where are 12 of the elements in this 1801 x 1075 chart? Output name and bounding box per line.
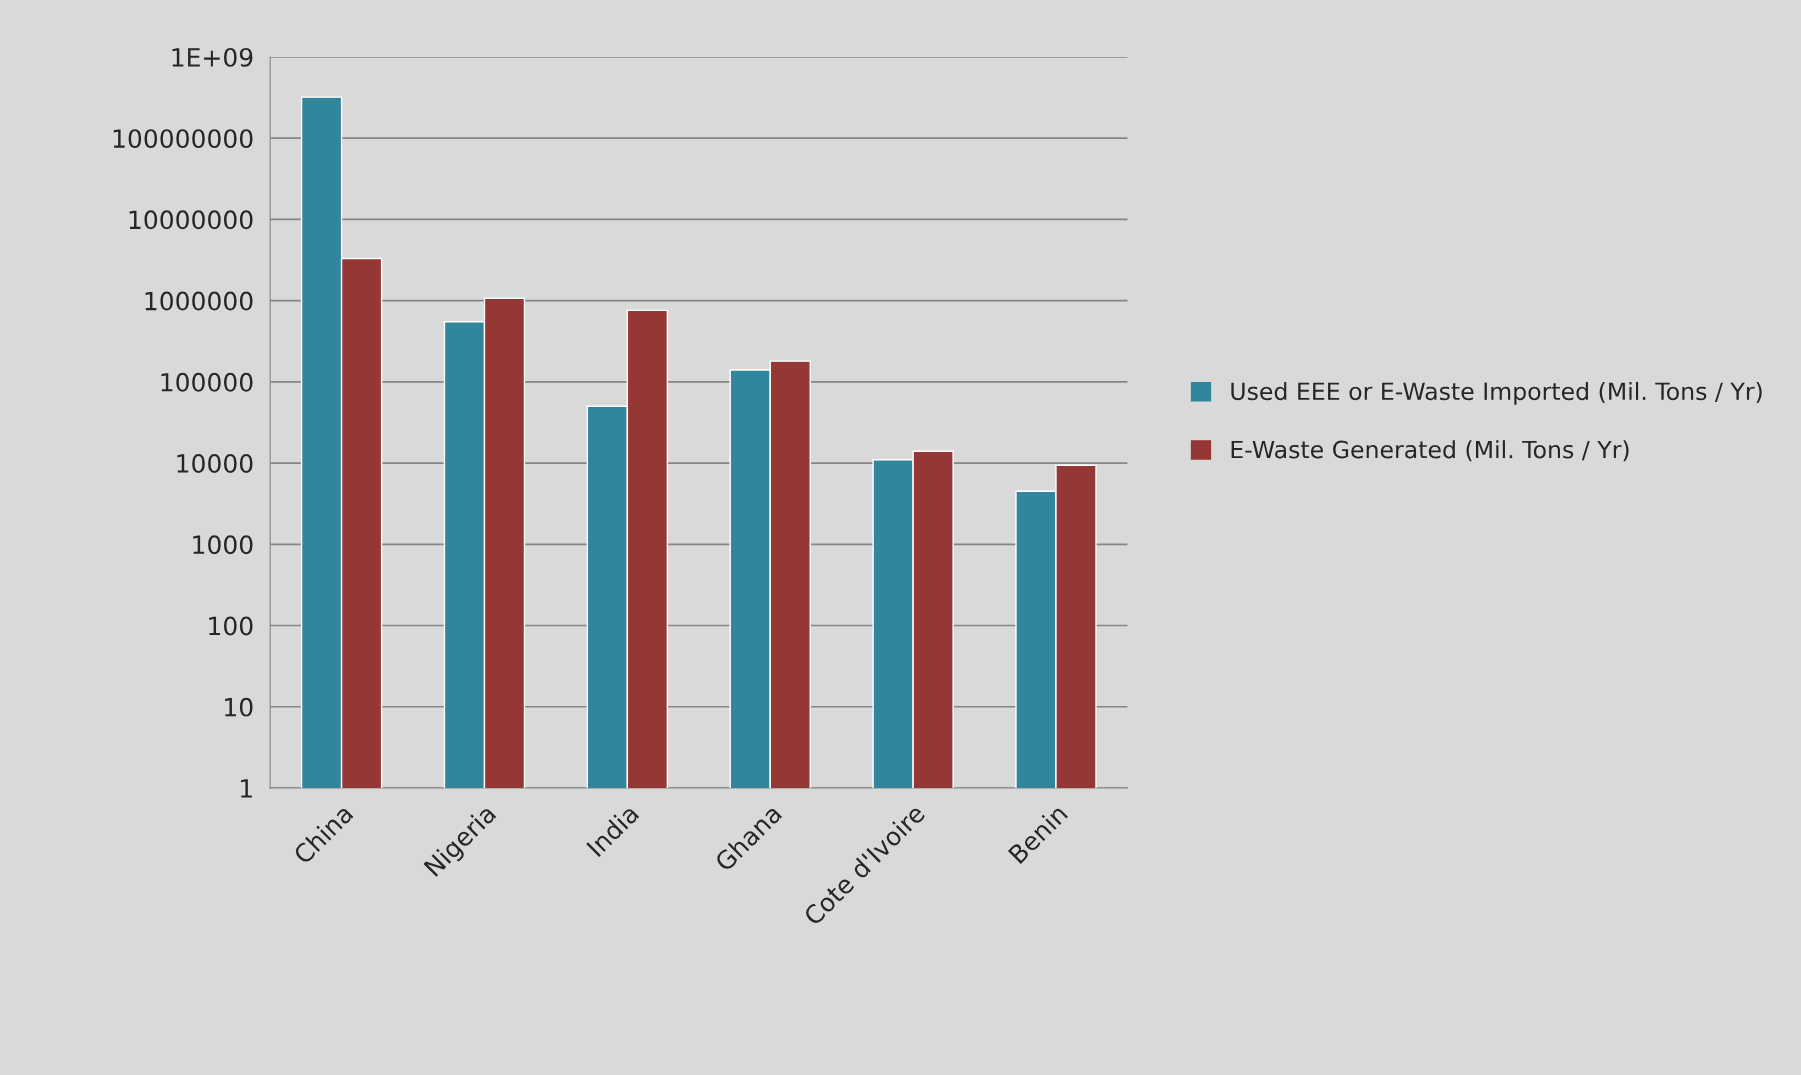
y-tick-label: 10000000 — [129, 210, 253, 230]
y-tick-label: 100 — [209, 616, 253, 636]
legend-label: Used EEE or E-Waste Imported (Mil. Tons / Yr) — [1231, 381, 1762, 405]
y-tick-label: 1000 — [193, 535, 253, 555]
y-tick-label: 1 — [241, 779, 252, 798]
y-tick-label: 1E+09 — [172, 47, 253, 67]
y-tick-label: 1000000 — [145, 291, 253, 311]
y-tick-label: 10 — [225, 697, 253, 717]
legend-label: E-Waste Generated (Mil. Tons / Yr) — [1231, 440, 1629, 462]
y-tick-label: 100000000 — [113, 129, 253, 149]
y-tick-label: 10000 — [177, 454, 253, 473]
y-tick-label: 100000 — [161, 372, 253, 392]
